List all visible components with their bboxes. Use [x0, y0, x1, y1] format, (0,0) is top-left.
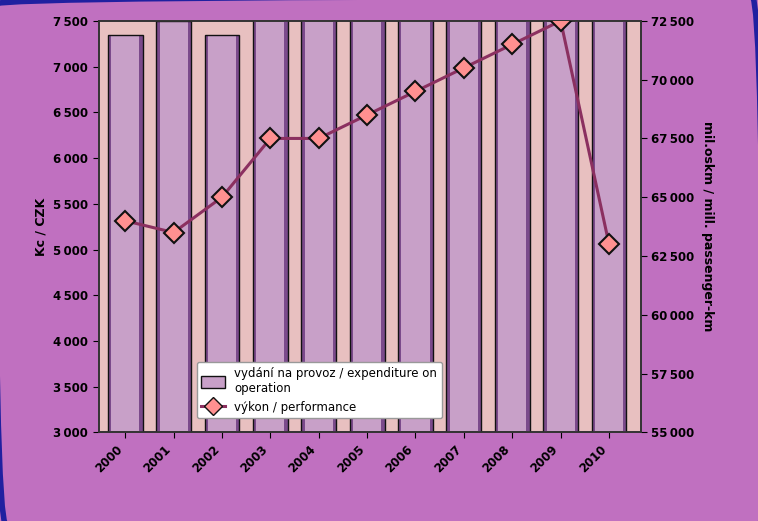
Bar [301, 0, 305, 432]
Bar [205, 34, 240, 432]
Bar [253, 3, 288, 432]
Bar [543, 0, 578, 432]
Bar [284, 3, 288, 432]
Bar [156, 21, 191, 432]
Bar [446, 0, 481, 432]
Bar [592, 0, 626, 432]
Bar [495, 0, 530, 432]
Bar [108, 34, 111, 432]
Bar [349, 0, 353, 432]
Bar [108, 34, 143, 432]
Bar [446, 0, 481, 432]
Bar [253, 3, 256, 432]
Bar [495, 0, 498, 432]
Bar [187, 21, 191, 432]
Bar [349, 0, 384, 432]
Bar [526, 0, 530, 432]
Bar [156, 21, 159, 432]
Bar [398, 0, 433, 432]
Bar [430, 0, 433, 432]
Legend: vydání na provoz / expenditure on
operation, výkon / performance: vydání na provoz / expenditure on operat… [196, 362, 442, 418]
Bar [575, 0, 578, 432]
Bar [349, 0, 384, 432]
Bar [253, 3, 288, 432]
Y-axis label: mil.oskm / mill. passenger-km: mil.oskm / mill. passenger-km [700, 121, 713, 332]
Bar [205, 34, 208, 432]
Bar [301, 0, 336, 432]
Bar [398, 0, 402, 432]
Bar [236, 34, 240, 432]
Bar [381, 0, 384, 432]
Bar [495, 0, 530, 432]
Bar [139, 34, 143, 432]
Bar [156, 21, 191, 432]
Bar [592, 0, 626, 432]
Bar [398, 0, 433, 432]
Bar [543, 0, 578, 432]
Bar [333, 0, 336, 432]
Bar [446, 0, 449, 432]
Bar [623, 0, 626, 432]
Bar [301, 0, 336, 432]
Bar [592, 0, 595, 432]
Bar [478, 0, 481, 432]
Bar [205, 34, 240, 432]
Y-axis label: Kc / CZK: Kc / CZK [34, 197, 48, 256]
Bar [543, 0, 547, 432]
Bar [108, 34, 143, 432]
